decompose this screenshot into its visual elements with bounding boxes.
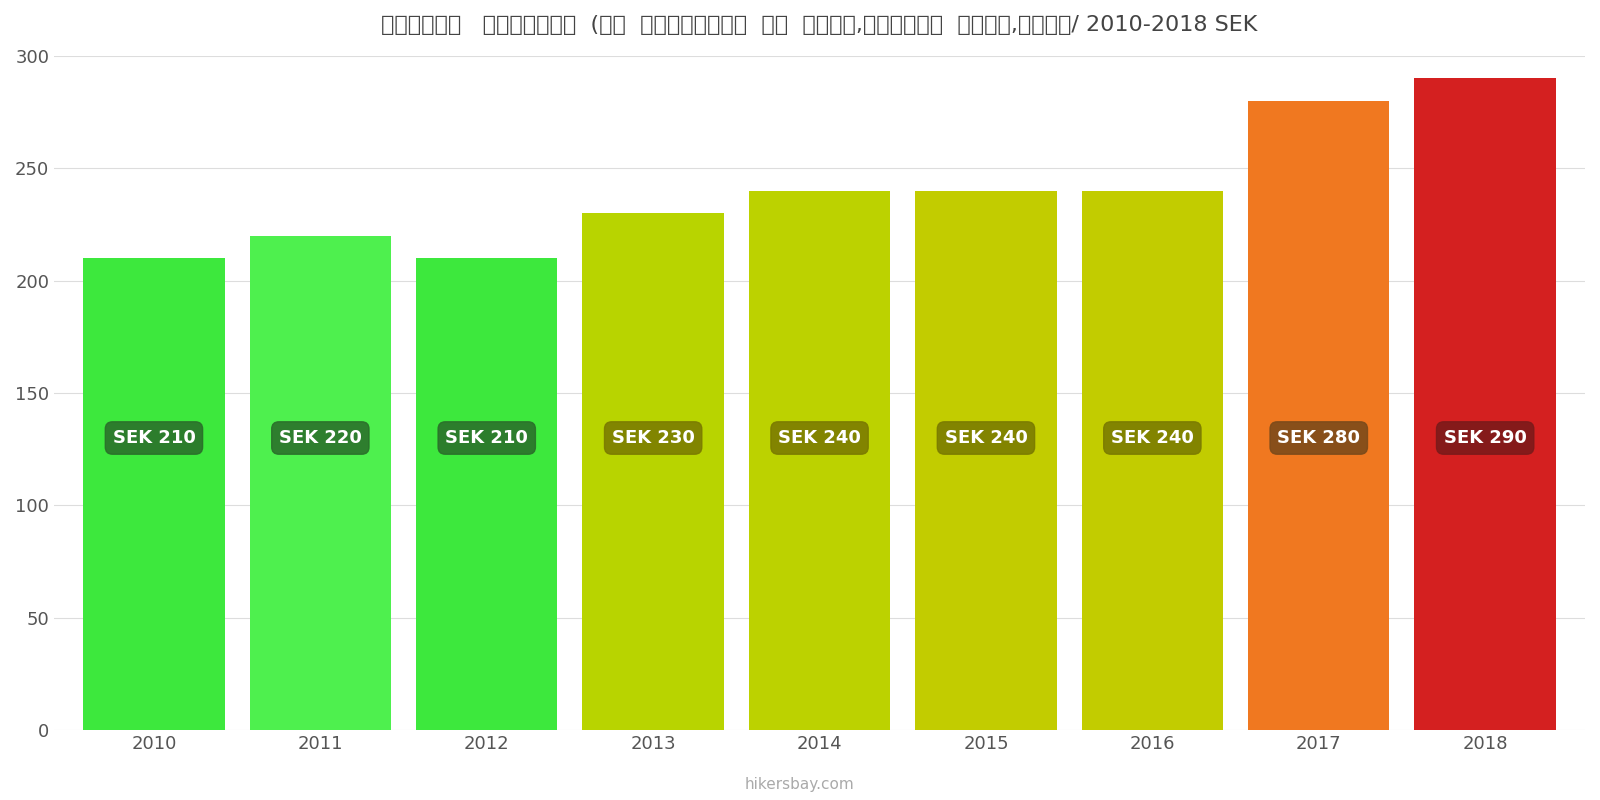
Text: SEK 240: SEK 240 [1110,429,1194,447]
Bar [1248,101,1389,730]
Bar [749,191,890,730]
Text: SEK 240: SEK 240 [944,429,1027,447]
Text: SEK 210: SEK 210 [112,429,195,447]
Text: SEK 240: SEK 240 [778,429,861,447]
Bar [915,191,1056,730]
Bar [83,258,224,730]
Bar [250,236,390,730]
Bar [582,214,723,730]
Text: SEK 230: SEK 230 [611,429,694,447]
Bar [1082,191,1222,730]
Text: hikersbay.com: hikersbay.com [746,777,854,792]
Bar [1414,78,1555,730]
Title: स्वीडन   इंटरनेट  (๠०  एमबीपीएस  या  अधिक,असीमित  डेटा,केबल/ 2010-2018 SEK: स्वीडन इंटरनेट (๠० एमबीपीएस या अधिक,असीम… [381,15,1258,35]
Bar [416,258,557,730]
Text: SEK 280: SEK 280 [1277,429,1360,447]
Text: SEK 220: SEK 220 [278,429,362,447]
Text: SEK 210: SEK 210 [445,429,528,447]
Text: SEK 290: SEK 290 [1443,429,1526,447]
